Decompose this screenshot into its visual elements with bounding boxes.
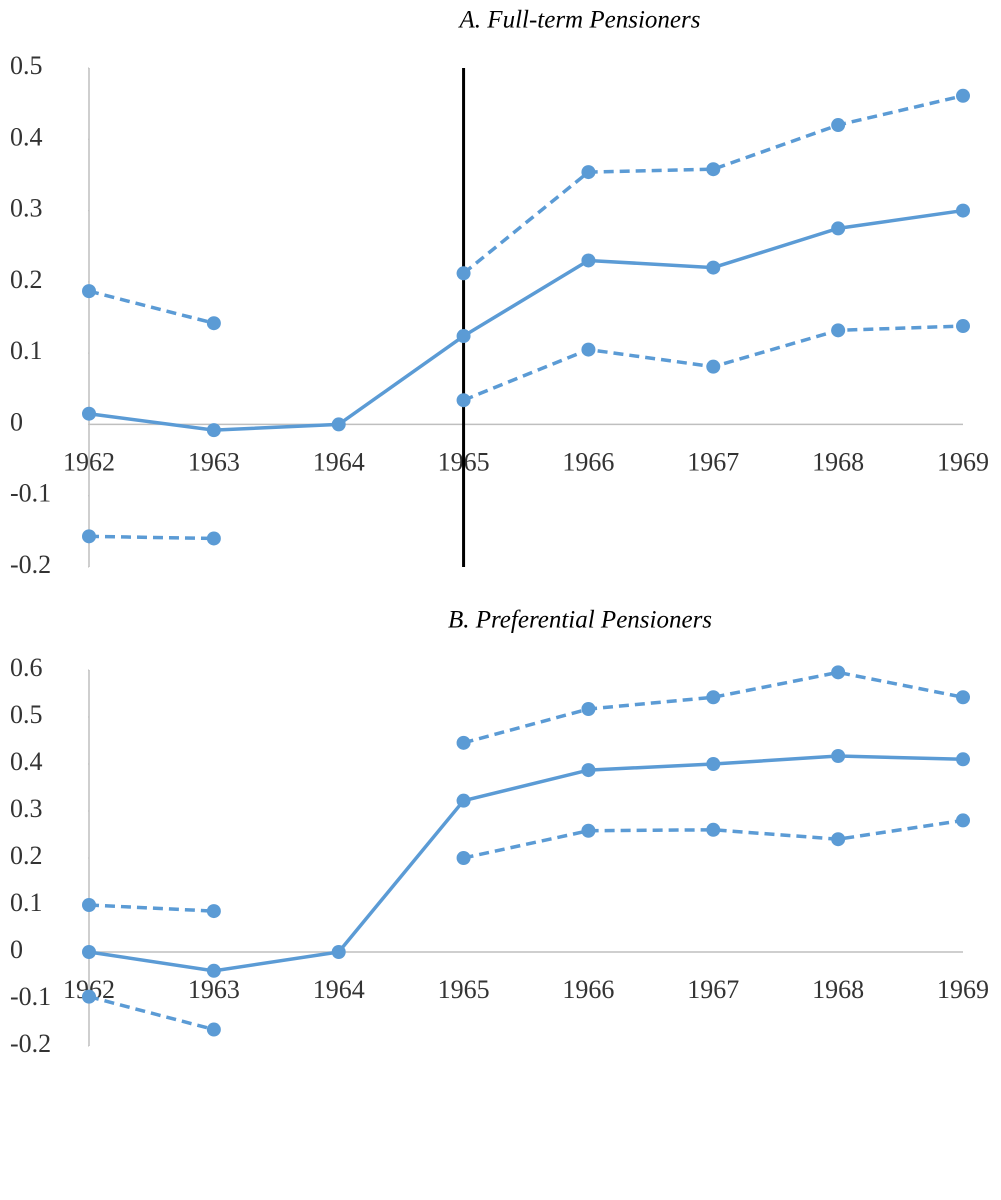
- data-point: [581, 165, 596, 180]
- data-point: [206, 423, 221, 438]
- x-tick-label: 1963: [188, 975, 240, 1004]
- y-tick-label: 0: [10, 407, 23, 436]
- data-point: [956, 203, 970, 218]
- data-point: [82, 406, 96, 421]
- y-tick-label: 0.6: [10, 653, 43, 682]
- y-tick-label: 0.4: [10, 747, 43, 776]
- data-point: [831, 118, 846, 133]
- data-point: [706, 359, 721, 374]
- x-tick-label: 1966: [562, 975, 614, 1004]
- data-point: [456, 266, 471, 281]
- data-point: [956, 88, 970, 103]
- series-line: [88, 818, 964, 1032]
- data-point: [82, 989, 96, 1004]
- x-tick-label: 1964: [313, 447, 365, 476]
- data-point: [82, 945, 96, 959]
- x-tick-label: 1967: [687, 975, 739, 1004]
- data-point: [82, 529, 96, 544]
- y-tick-label: 0.2: [10, 841, 43, 870]
- y-tick-label: 0.1: [10, 888, 43, 917]
- data-point: [956, 319, 970, 334]
- y-tick-label: -0.2: [10, 550, 51, 579]
- y-tick-label: 0.3: [10, 194, 43, 223]
- data-point: [456, 329, 471, 344]
- data-point: [456, 851, 471, 865]
- y-tick-label: 0: [10, 935, 23, 964]
- data-point: [206, 316, 221, 331]
- data-point: [206, 531, 221, 546]
- data-point: [206, 1022, 221, 1037]
- x-tick-label: 1963: [188, 447, 240, 476]
- y-tick-label: 0.1: [10, 336, 43, 365]
- x-tick-label: 1964: [313, 975, 365, 1004]
- series-line: [88, 754, 964, 973]
- data-point: [206, 904, 221, 919]
- y-tick-label: -0.1: [10, 479, 51, 508]
- x-tick-label: 1965: [438, 975, 490, 1004]
- y-tick-label: 0.5: [10, 51, 43, 80]
- data-point: [581, 763, 596, 778]
- data-point: [706, 690, 721, 705]
- data-point: [831, 221, 846, 236]
- x-tick-label: 1962: [63, 447, 115, 476]
- x-tick-label: 1969: [937, 975, 989, 1004]
- y-tick-label: -0.2: [10, 1029, 51, 1058]
- y-tick-label: 0.4: [10, 122, 43, 151]
- y-tick-label: 0.5: [10, 700, 43, 729]
- data-point: [581, 253, 596, 268]
- chart-title: B. Preferential Pensioners: [448, 607, 712, 634]
- series-line: [88, 670, 964, 913]
- series-line: [88, 94, 964, 325]
- data-point: [956, 690, 970, 705]
- data-point: [82, 898, 96, 912]
- data-point: [331, 417, 346, 432]
- data-point: [581, 702, 596, 717]
- data-point: [456, 393, 471, 408]
- data-point: [706, 260, 721, 275]
- data-point: [706, 822, 721, 837]
- y-tick-label: 0.2: [10, 265, 43, 294]
- data-point: [956, 752, 970, 767]
- data-point: [581, 342, 596, 357]
- data-point: [331, 945, 346, 959]
- y-tick-label: -0.1: [10, 982, 51, 1011]
- data-point: [456, 793, 471, 808]
- data-point: [206, 963, 221, 978]
- data-point: [831, 323, 846, 338]
- data-point: [456, 735, 471, 750]
- series-line: [88, 208, 964, 432]
- data-point: [831, 665, 846, 680]
- x-tick-label: 1968: [812, 975, 864, 1004]
- data-point: [82, 284, 96, 299]
- chart-title: A. Full-term Pensioners: [458, 7, 701, 34]
- data-point: [831, 832, 846, 847]
- data-point: [581, 823, 596, 838]
- x-tick-label: 1967: [687, 447, 739, 476]
- x-tick-label: 1969: [937, 447, 989, 476]
- y-tick-label: 0.3: [10, 794, 43, 823]
- data-point: [956, 813, 970, 828]
- data-point: [706, 757, 721, 771]
- data-point: [706, 162, 721, 177]
- x-tick-label: 1968: [812, 447, 864, 476]
- x-tick-label: 1966: [562, 447, 614, 476]
- data-point: [831, 749, 846, 764]
